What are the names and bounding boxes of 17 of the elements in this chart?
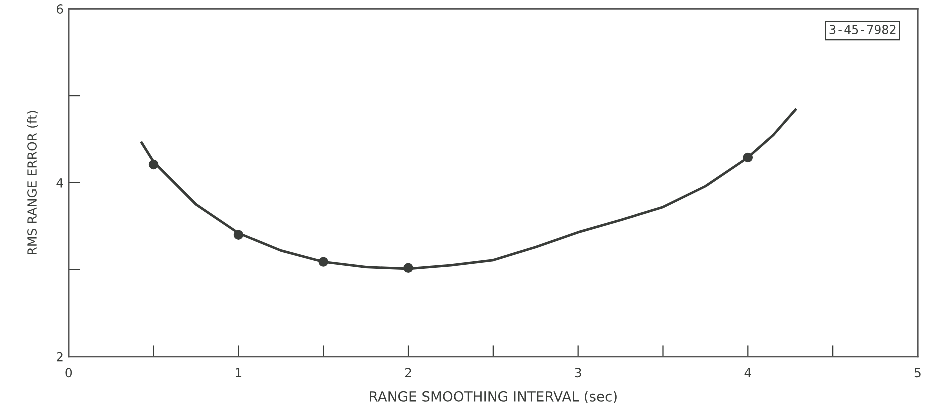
point: [404, 263, 414, 274]
x-tick-label: 3: [575, 368, 582, 378]
point: [148, 160, 159, 170]
point: [743, 152, 754, 163]
x-tick-label: 1: [236, 368, 242, 378]
annotation: 3-45-7982: [830, 25, 896, 34]
x-tick-label: 0: [66, 368, 72, 378]
y-axis-title: RMS RANGE ERROR (ft): [27, 111, 38, 255]
y-tick-label: 6: [56, 4, 64, 14]
y-tick-label: 2: [56, 352, 63, 362]
x-tick-label: 4: [744, 368, 752, 378]
point: [318, 257, 328, 267]
x-tick-label: 5: [914, 368, 921, 378]
x-axis-title: RANGE SMOOTHING INTERVAL (sec): [370, 391, 617, 404]
point: [234, 230, 244, 240]
y-tick-label: 4: [56, 178, 64, 188]
x-tick-label: 2: [405, 368, 412, 378]
